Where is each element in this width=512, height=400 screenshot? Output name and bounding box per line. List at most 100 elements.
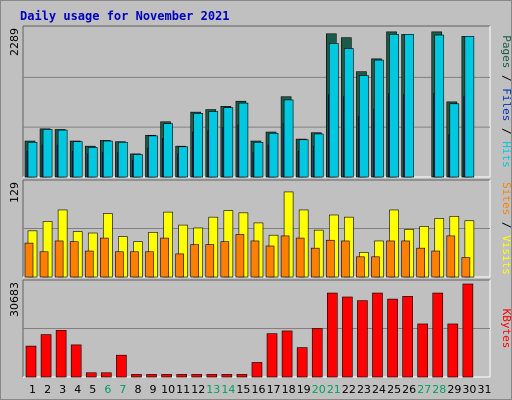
bar-kbytes-day-30 [462, 283, 474, 378]
bar-sites-day-20 [310, 247, 320, 278]
bar-hits-day-12 [193, 113, 204, 178]
bar-sites-day-1 [24, 242, 34, 278]
bar-kbytes-day-16 [251, 362, 263, 378]
x-tick-label-4: 4 [74, 383, 81, 396]
x-tick-label-1: 1 [29, 383, 36, 396]
x-tick-label-28: 28 [432, 383, 446, 396]
bar-sites-day-9 [145, 251, 154, 278]
x-tick-label-13: 13 [206, 383, 220, 396]
x-tick-label-23: 23 [357, 383, 371, 396]
panel-visits-sites: 129 Sites / Visits [8, 179, 512, 278]
bar-hits-day-17 [268, 133, 279, 178]
bar-sites-day-12 [190, 244, 200, 278]
bar-sites-day-21 [325, 239, 335, 278]
bar-sites-day-30 [461, 257, 471, 278]
x-tick-label-18: 18 [282, 383, 296, 396]
bar-hits-day-23 [359, 75, 369, 178]
bar-sites-day-24 [371, 256, 380, 278]
bar-kbytes-day-21 [326, 292, 338, 378]
bar-hits-day-4 [72, 141, 83, 178]
x-tick-label-26: 26 [402, 383, 416, 396]
y-axis-label-part: Files [500, 88, 512, 121]
x-tick-label-2: 2 [44, 383, 51, 396]
bar-hits-day-30 [464, 36, 475, 178]
y-axis-label: KBytes [500, 309, 512, 349]
bar-hits-day-14 [223, 107, 234, 178]
x-tick-label-15: 15 [236, 383, 250, 396]
bar-sites-day-10 [160, 237, 169, 278]
bar-sites-day-2 [39, 251, 49, 278]
bar-sites-day-29 [446, 235, 456, 278]
bar-kbytes-day-19 [296, 347, 308, 378]
bar-kbytes-day-7 [116, 354, 127, 378]
bar-kbytes-day-3 [55, 330, 67, 378]
x-tick-label-25: 25 [387, 383, 401, 396]
bar-kbytes-day-10 [161, 374, 172, 378]
y-axis-label: Sites / Visits [500, 182, 512, 275]
bar-sites-day-27 [416, 247, 425, 278]
bar-kbytes-day-22 [342, 296, 353, 378]
bar-hits-day-8 [133, 154, 143, 178]
bar-hits-day-25 [389, 34, 399, 178]
bar-kbytes-day-25 [387, 298, 398, 378]
bar-hits-day-3 [57, 129, 68, 178]
x-tick-label-30: 30 [462, 383, 476, 396]
bar-hits-day-2 [42, 129, 53, 178]
bar-kbytes-day-12 [191, 374, 203, 378]
bar-sites-day-17 [265, 245, 275, 278]
x-tick-label-29: 29 [447, 383, 461, 396]
bar-hits-day-24 [374, 59, 384, 178]
y-max-label: 2289 [8, 28, 21, 56]
bar-hits-day-13 [208, 111, 219, 178]
bar-sites-day-25 [386, 240, 395, 278]
y-max-label: 129 [8, 182, 21, 203]
y-axis-label-part: Hits [500, 141, 512, 168]
bar-hits-day-5 [87, 147, 98, 178]
bar-kbytes-day-11 [176, 374, 187, 378]
bar-kbytes-day-13 [206, 374, 218, 378]
bar-kbytes-day-28 [432, 292, 444, 378]
x-tick-label-22: 22 [342, 383, 356, 396]
x-tick-label-11: 11 [176, 383, 190, 396]
x-tick-label-21: 21 [327, 383, 341, 396]
bar-sites-day-16 [250, 240, 260, 278]
bar-kbytes-day-9 [146, 374, 157, 378]
bar-sites-day-22 [341, 240, 350, 278]
bar-hits-day-18 [283, 99, 294, 178]
bar-kbytes-day-2 [40, 334, 52, 378]
bar-hits-day-28 [434, 34, 445, 178]
bar-kbytes-day-27 [417, 323, 428, 378]
bar-kbytes-day-8 [131, 374, 142, 378]
x-tick-label-7: 7 [119, 383, 126, 396]
x-tick-label-19: 19 [297, 383, 311, 396]
bar-kbytes-day-17 [266, 333, 278, 378]
bar-hits-day-9 [148, 135, 158, 178]
bar-sites-day-28 [431, 250, 441, 278]
x-tick-label-10: 10 [161, 383, 175, 396]
x-tick-label-31: 31 [477, 383, 491, 396]
bar-hits-day-7 [118, 142, 128, 178]
bar-kbytes-day-20 [311, 328, 323, 378]
x-tick-label-27: 27 [417, 383, 431, 396]
bar-hits-day-10 [163, 123, 173, 178]
bar-sites-day-3 [54, 240, 64, 278]
chart-title: Daily usage for November 2021 [20, 9, 230, 23]
bar-hits-day-16 [253, 142, 264, 178]
y-axis-label-part: Visits [500, 235, 512, 275]
y-axis-label-sep: / [500, 68, 512, 88]
y-max-label: 30683 [8, 282, 21, 317]
bar-kbytes-day-15 [236, 374, 248, 378]
bar-sites-day-18 [280, 235, 290, 278]
y-axis-label-part: Pages [500, 35, 512, 68]
bar-kbytes-day-29 [447, 323, 459, 378]
y-axis-label-part: KBytes [500, 309, 512, 349]
bar-kbytes-day-6 [101, 372, 112, 378]
bar-hits-day-29 [449, 103, 460, 178]
x-tick-label-14: 14 [221, 383, 235, 396]
y-axis-label: Pages / Files / Hits [500, 35, 512, 168]
y-axis-label-sep: / [500, 215, 512, 235]
bar-sites-day-4 [69, 241, 79, 278]
bar-kbytes-day-23 [357, 300, 368, 378]
bar-kbytes-day-4 [70, 344, 82, 378]
